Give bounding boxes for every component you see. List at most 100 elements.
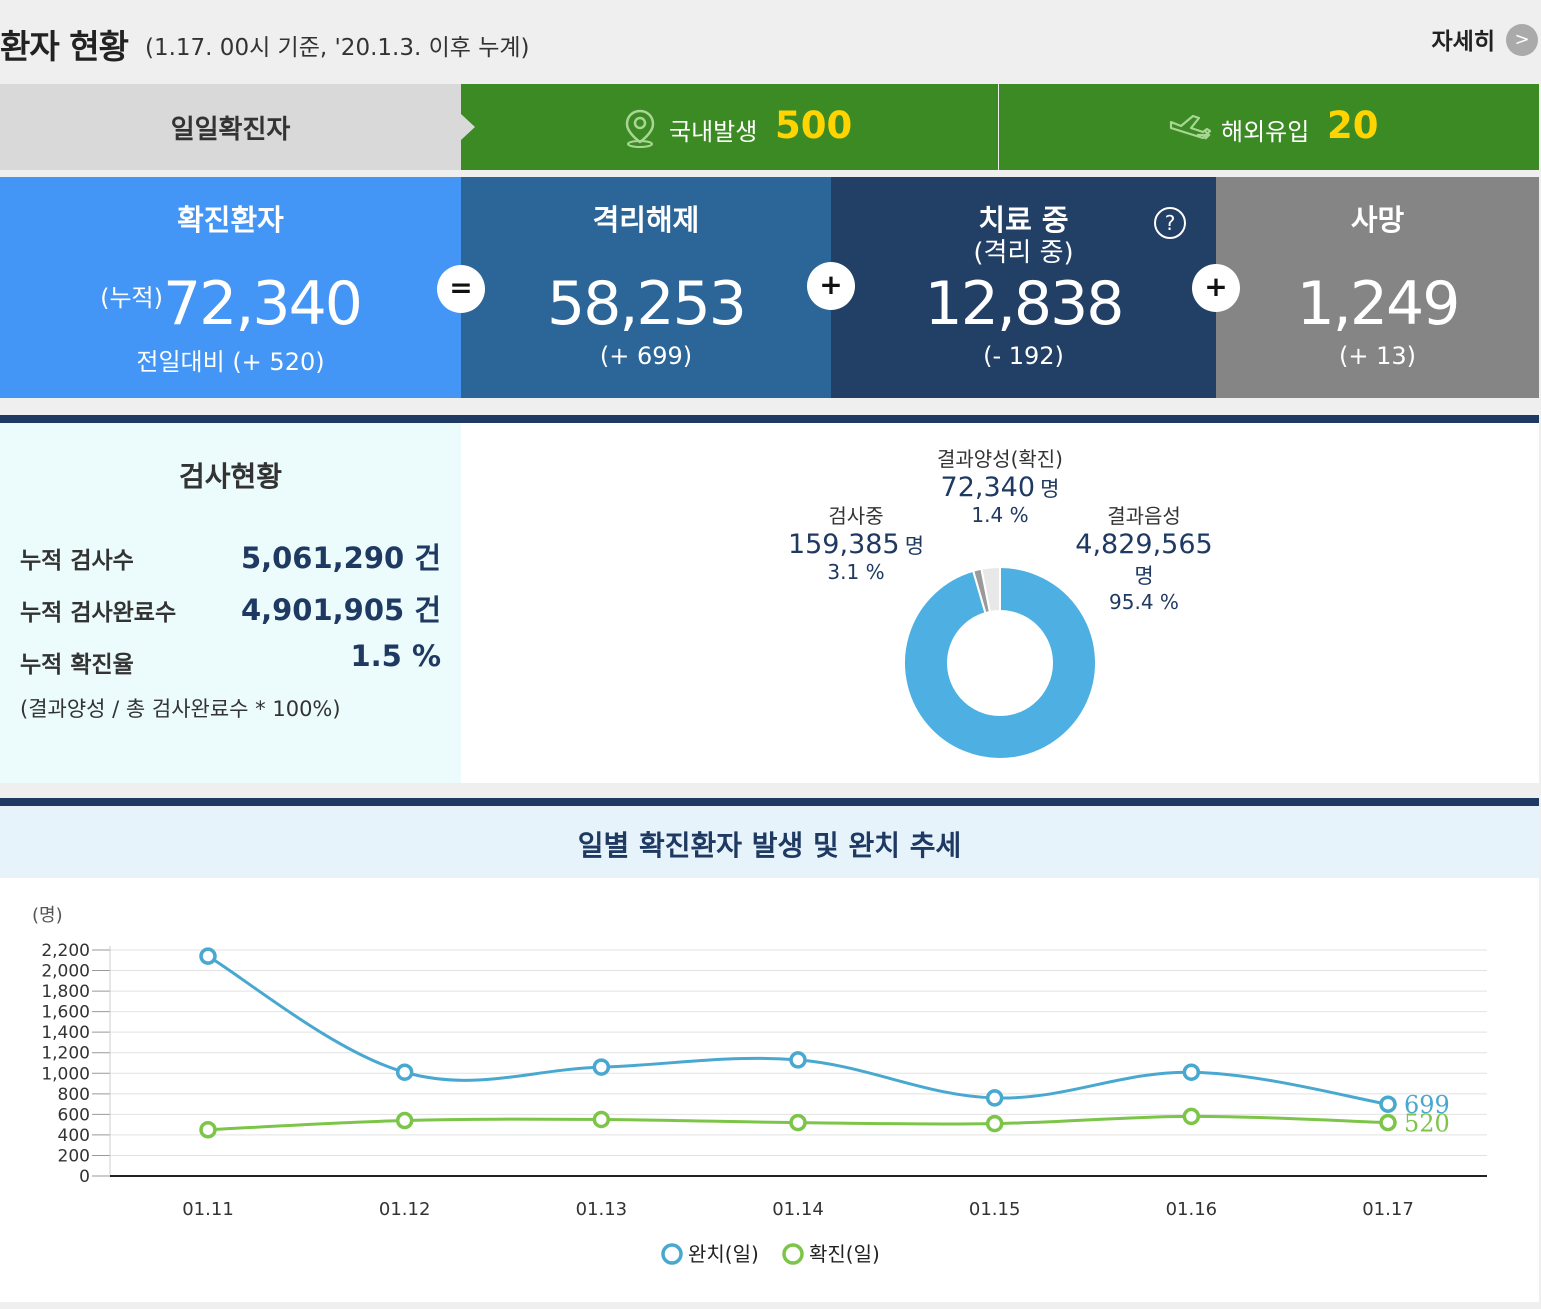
y-unit-label: (명) [32, 905, 63, 926]
x-tick-label: 01.12 [379, 1199, 431, 1220]
x-tick-label: 01.11 [182, 1199, 234, 1220]
legend-marker[interactable] [661, 1243, 683, 1265]
x-tick-label: 01.16 [1166, 1199, 1218, 1220]
stat-confirmed: 확진환자 (누적)72,340 전일대비 (+ 520) [0, 177, 461, 398]
domestic-box: 국내발생 500 [461, 84, 998, 170]
negative-pct: 95.4 % [1109, 590, 1179, 614]
overseas-value: 20 [1327, 104, 1379, 147]
released-title: 격리해제 [592, 203, 700, 237]
data-point[interactable] [395, 1063, 414, 1081]
pie-slice-testing [980, 565, 1001, 614]
y-tick-label: 1,800 [41, 982, 90, 1002]
data-point[interactable] [1182, 1063, 1201, 1081]
chevron-right-icon[interactable]: > [1506, 24, 1538, 56]
positive-unit: 명 [1040, 477, 1060, 501]
positive-name: 결과양성(확진) [936, 447, 1063, 471]
y-tick-label: 1,200 [41, 1044, 90, 1064]
plus-icon: + [807, 262, 855, 310]
legend-label[interactable]: 확진(일) [809, 1242, 880, 1266]
end-value-label: 699 [1404, 1091, 1450, 1119]
deaths-diff: (+ 13) [1338, 342, 1416, 370]
y-tick-label: 2,200 [41, 941, 90, 961]
trend-line-chart: (명) 02004006008001,0001,2001,4001,6001,80… [32, 905, 1487, 1266]
positive-rate-note: (결과양성 / 총 검사완료수 * 100%) [20, 697, 341, 721]
testing-value: 159,385 [787, 529, 900, 560]
testing-unit: 명 [904, 534, 925, 558]
overseas-box: 해외유입 20 [999, 84, 1539, 170]
data-point[interactable] [592, 1110, 611, 1129]
data-point[interactable] [985, 1089, 1004, 1107]
x-tick-label: 01.14 [772, 1199, 824, 1220]
y-tick-label: 1,000 [41, 1064, 90, 1084]
pie-slice-negative [903, 565, 1097, 760]
confirmed-diff: 전일대비 (+ 520) [136, 348, 325, 376]
legend-marker[interactable] [782, 1243, 804, 1265]
x-tick-label: 01.17 [1362, 1199, 1414, 1220]
deaths-value: 1,249 [1296, 269, 1461, 339]
page-header: 환자 현황 (1.17. 00시 기준, '20.1.3. 이후 누계) 자세히… [0, 0, 1541, 84]
y-tick-label: 2,000 [41, 962, 90, 982]
positive-value: 72,340 [940, 472, 1036, 503]
negative-name: 결과음성 [1107, 504, 1181, 528]
pie-label-positive: 결과양성(확진) 72,340 명 1.4 % [921, 443, 1079, 527]
x-tick-label: 01.15 [969, 1199, 1021, 1220]
help-icon[interactable]: ? [1154, 207, 1186, 239]
y-tick-label: 1,600 [41, 1003, 90, 1023]
confirmed-title: 확진환자 [177, 203, 284, 237]
overseas-label: 해외유입 [1221, 118, 1310, 146]
section-divider [0, 798, 1539, 806]
testing-pct: 3.1 % [827, 560, 885, 584]
data-point[interactable] [592, 1058, 611, 1076]
equals-icon: = [437, 265, 485, 313]
treating-title: 치료 중 [978, 203, 1069, 237]
completed-tests-label: 누적 검사완료수 [20, 600, 177, 626]
trend-title: 일별 확진환자 발생 및 완치 추세 [577, 829, 962, 862]
total-tests-value: 5,061,290 건 [240, 541, 441, 575]
testing-title: 검사현황 [178, 460, 283, 493]
data-point[interactable] [1182, 1107, 1201, 1126]
data-point[interactable] [395, 1111, 414, 1130]
domestic-value: 500 [775, 104, 853, 147]
location-pin-icon [625, 109, 655, 148]
end-value-label: 520 [1404, 1110, 1450, 1138]
data-point[interactable] [1379, 1113, 1397, 1132]
trend-chart: (명) 0 200 400 600 800 1,000 1,200 1,400 1,600 1,80… [0, 878, 1539, 1302]
y-tick-label: 0 [79, 1167, 90, 1187]
section-divider [0, 415, 1539, 423]
confirmed-value-row: (누적)72,340 [0, 269, 461, 339]
deaths-title: 사망 [1350, 203, 1405, 237]
pie-label-testing: 검사중 159,385 명 3.1 % [781, 500, 931, 584]
page-title: 환자 현황 [0, 27, 129, 66]
testing-donut-chart [903, 565, 1097, 760]
series-line-0 [207, 954, 1389, 1106]
x-tick-label: 01.13 [576, 1199, 628, 1220]
y-tick-label: 800 [58, 1085, 90, 1105]
daily-confirmed-bar: 일일확진자 국내발생 500 해외유입 20 [0, 84, 1541, 170]
treating-diff: (- 192) [983, 342, 1064, 370]
data-point[interactable] [789, 1051, 807, 1069]
y-tick-label: 400 [58, 1126, 90, 1146]
daily-label-box: 일일확진자 [0, 84, 461, 170]
released-value: 58,253 [547, 269, 747, 339]
stat-treating: 치료 중 (격리 중) ? 12,838 (- 192) [831, 177, 1216, 398]
legend-label[interactable]: 완치(일) [688, 1242, 759, 1266]
treating-value: 12,838 [924, 269, 1125, 339]
data-point[interactable] [985, 1114, 1004, 1133]
data-point[interactable] [199, 947, 217, 965]
domestic-label: 국내발생 [669, 118, 758, 146]
data-point[interactable] [1379, 1095, 1397, 1113]
completed-tests-value: 4,901,905 건 [240, 593, 441, 627]
negative-value: 4,829,565 [1075, 529, 1213, 560]
data-point[interactable] [789, 1113, 807, 1132]
plus-icon: + [1192, 264, 1240, 312]
detail-link[interactable]: 자세히 [1431, 29, 1495, 55]
data-point[interactable] [199, 1121, 217, 1139]
testing-panel: 검사현황 누적 검사수 5,061,290 건 누적 검사완료수 4,901,9… [0, 423, 461, 783]
negative-unit: 명 [1134, 564, 1154, 588]
stat-deaths: 사망 1,249 (+ 13) [1216, 177, 1539, 398]
trend-title-bar: 일별 확진환자 발생 및 완치 추세 [0, 806, 1539, 878]
testing-name: 검사중 [828, 504, 884, 528]
released-diff: (+ 699) [599, 342, 693, 370]
treating-subtitle: (격리 중) [973, 238, 1074, 268]
confirmed-value: 72,340 [162, 269, 363, 339]
